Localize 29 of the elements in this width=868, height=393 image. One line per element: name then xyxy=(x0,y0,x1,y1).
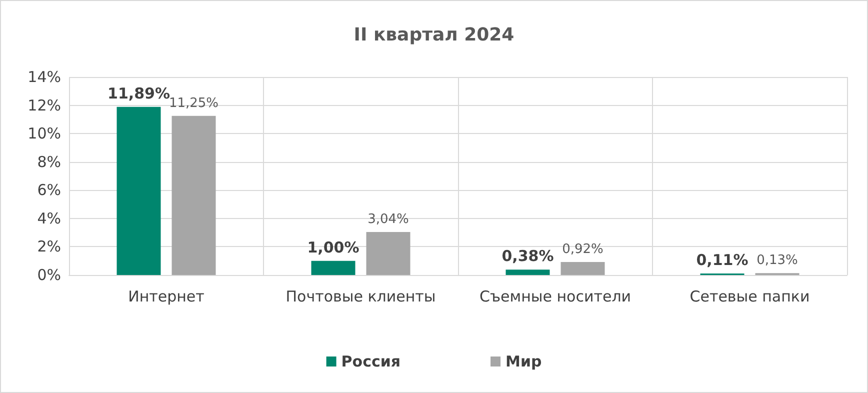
data-label: 3,04% xyxy=(368,212,409,228)
legend-label: Мир xyxy=(506,352,542,370)
bar xyxy=(172,116,216,275)
bar xyxy=(506,270,550,275)
data-label: 11,25% xyxy=(168,96,219,111)
y-tick-label: 10% xyxy=(28,124,61,143)
data-label: 0,92% xyxy=(562,242,604,257)
data-label: 0,11% xyxy=(696,250,748,269)
legend-label: Россия xyxy=(341,352,401,370)
data-label: 0,13% xyxy=(756,253,798,268)
bar xyxy=(311,260,356,275)
bar xyxy=(116,106,161,275)
y-tick-label: 14% xyxy=(28,68,61,86)
y-tick-label: 2% xyxy=(37,238,61,256)
y-tick-label: 0% xyxy=(37,266,61,284)
x-tick-label: Сетевые папки xyxy=(690,288,810,306)
x-tick-label: Почтовые клиенты xyxy=(286,288,436,306)
data-label: 1,00% xyxy=(307,238,360,256)
data-label: 11,89% xyxy=(108,84,170,102)
y-tick-label: 8% xyxy=(37,152,61,171)
data-label: 0,38% xyxy=(502,247,554,266)
y-tick-label: 4% xyxy=(37,209,61,228)
x-tick-label: Съемные носители xyxy=(479,288,632,306)
bar xyxy=(366,232,410,275)
y-tick-label: 6% xyxy=(37,181,61,200)
chart-title: II квартал 2024 xyxy=(354,24,514,46)
x-tick-label: Интернет xyxy=(128,288,205,306)
bar xyxy=(560,262,605,275)
y-tick-label: 12% xyxy=(28,96,61,114)
